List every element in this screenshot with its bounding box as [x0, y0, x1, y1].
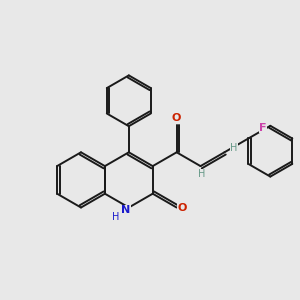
Text: O: O: [177, 202, 187, 212]
Text: H: H: [198, 169, 205, 179]
Text: H: H: [112, 212, 120, 222]
Text: N: N: [122, 205, 131, 215]
Text: F: F: [259, 123, 267, 133]
Text: H: H: [230, 143, 237, 153]
Text: O: O: [172, 113, 181, 123]
